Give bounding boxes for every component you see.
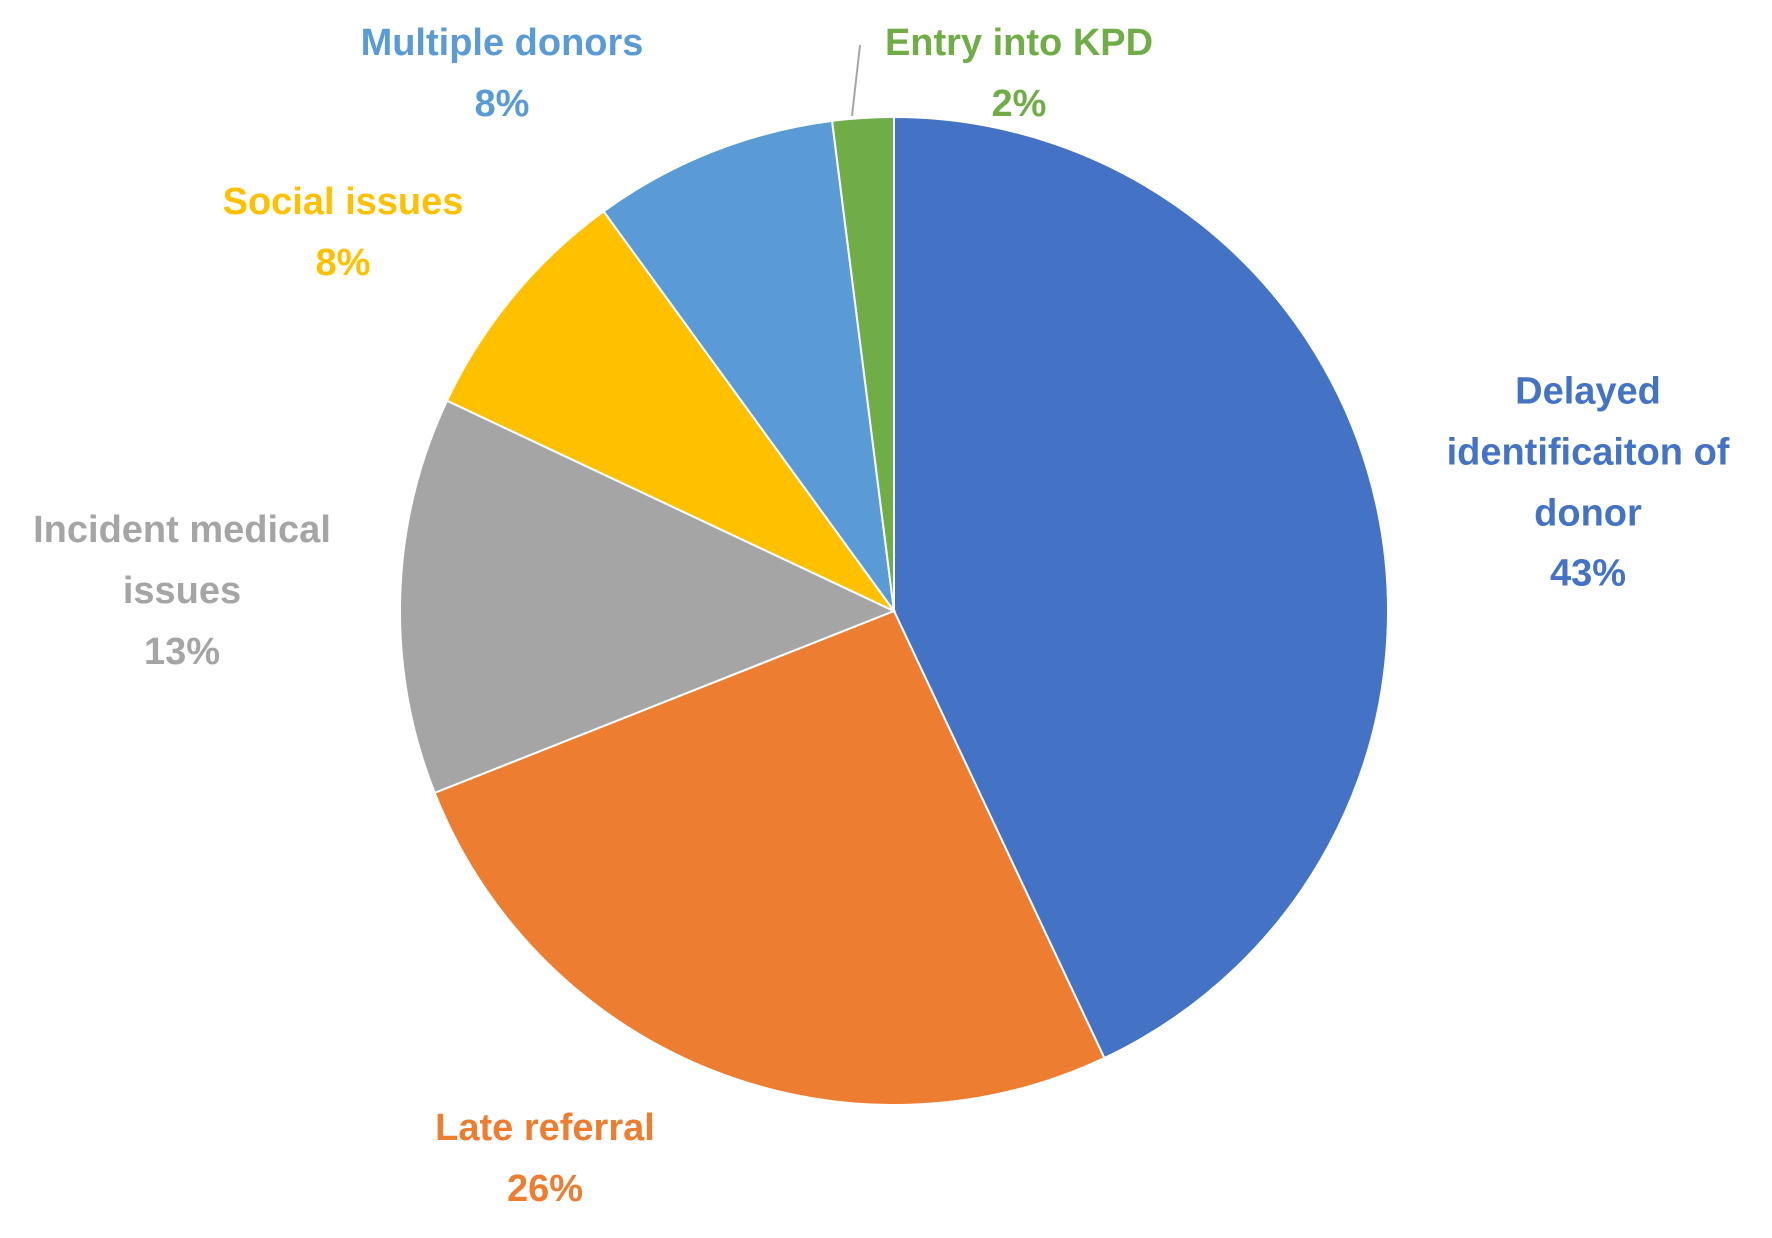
value-label: 2%	[991, 83, 1047, 125]
slice-label: Entry into KPD 2%	[819, 13, 1219, 135]
leader-line	[851, 44, 861, 117]
slice-label: Multiple donors 8%	[302, 13, 702, 135]
category-label: Social issues	[222, 181, 464, 224]
category-label: Late referral	[435, 1107, 655, 1150]
slice-label: Social issues 8%	[143, 172, 543, 294]
value-label: 26%	[506, 1168, 584, 1210]
value-label: 8%	[474, 83, 530, 125]
value-label: 43%	[1549, 552, 1627, 595]
slice-label: Incident medical issues 13%	[12, 500, 352, 682]
category-label: Entry into KPD	[884, 22, 1154, 65]
pie-slice	[445, 209, 895, 612]
pie-slice	[893, 115, 1389, 1060]
pie-slice	[602, 119, 895, 612]
pie-slice	[433, 609, 1106, 1106]
category-label: Delayed identificaiton of donor	[1446, 370, 1730, 534]
pie-slice	[399, 399, 897, 795]
slice-label: Late referral 26%	[345, 1098, 745, 1220]
value-label: 13%	[143, 630, 221, 673]
category-label: Incident medical issues	[33, 508, 331, 612]
slice-label: Delayed identificaiton of donor 43%	[1418, 361, 1758, 604]
category-label: Multiple donors	[360, 22, 644, 65]
pie-slice	[830, 115, 895, 612]
value-label: 8%	[315, 242, 371, 284]
